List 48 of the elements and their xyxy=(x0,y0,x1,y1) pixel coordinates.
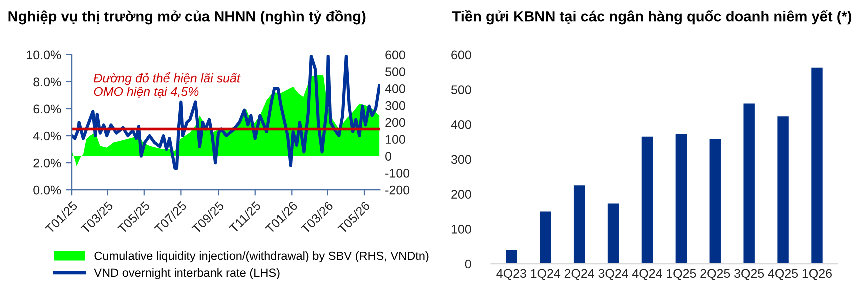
y-tick-label: 0.0% xyxy=(34,186,62,195)
x-tick-label: 4Q25 xyxy=(768,269,798,280)
bar xyxy=(506,250,518,264)
y2-tick-label: 200 xyxy=(386,118,406,128)
x-tick-label: 3Q24 xyxy=(598,269,628,280)
y2-tick-label: 500 xyxy=(386,68,406,76)
y-tick-label: 4.0% xyxy=(33,132,62,141)
bar xyxy=(574,186,586,264)
y-tick-label: 0 xyxy=(465,260,472,269)
y-tick-label: 400 xyxy=(451,120,472,130)
bar xyxy=(778,116,789,264)
annotation: Đường đỏ thể hiện lãi suất OMO hiện tại 4,5% xyxy=(94,72,241,98)
y-tick-label: 6.0% xyxy=(34,104,62,114)
x-tick-label: 1Q26 xyxy=(802,269,832,280)
y2-tick-label: 400 xyxy=(385,84,406,94)
x-tick-label: 2Q25 xyxy=(700,269,730,280)
chart-title: Nghiệp vụ thị trường mở của NHNN (nghìn tỷ đồng) xyxy=(8,10,366,25)
y2-tick-label: -200 xyxy=(386,186,410,195)
y-tick-label: 2.0% xyxy=(34,158,62,168)
y2-tick-label: 0 xyxy=(386,152,392,161)
y2-tick-label: 300 xyxy=(386,101,406,110)
y2-tick-label: 600 xyxy=(386,50,406,60)
bar xyxy=(812,68,823,264)
y-tick-label: 10.0% xyxy=(27,50,62,60)
y-tick-label: 200 xyxy=(452,190,472,199)
y-tick-label: 600 xyxy=(452,50,472,60)
line-series xyxy=(72,54,380,170)
bar xyxy=(710,139,721,264)
chart-title: Tiền gửi KBNN tại các ngân hàng quốc doanh niêm yết (*) xyxy=(452,10,852,25)
legend-label: Cumulative liquidity injection/(withdrawal) by SBV (RHS, VNDtn) xyxy=(94,252,429,263)
bar xyxy=(642,136,654,264)
x-tick-label: 2Q24 xyxy=(564,269,594,280)
x-tick-label: 4Q24 xyxy=(632,269,662,280)
y-tick-label: 300 xyxy=(451,155,472,164)
bar xyxy=(608,204,620,264)
x-tick-label: 1Q24 xyxy=(531,269,561,280)
legend-label: VND overnight interbank rate (LHS) xyxy=(94,268,280,280)
bar xyxy=(540,212,552,264)
x-tick-label: 4Q23 xyxy=(496,269,526,280)
x-tick-label: 1Q25 xyxy=(667,269,696,280)
bar xyxy=(744,104,755,264)
y-tick-label: 8.0% xyxy=(34,78,62,87)
x-tick-label: 3Q25 xyxy=(734,269,764,280)
y-tick-label: 500 xyxy=(451,86,472,94)
y2-tick-label: 100 xyxy=(386,135,406,144)
y2-tick-label: -100 xyxy=(386,168,410,178)
bar xyxy=(676,134,688,264)
y-tick-label: 100 xyxy=(452,224,472,234)
